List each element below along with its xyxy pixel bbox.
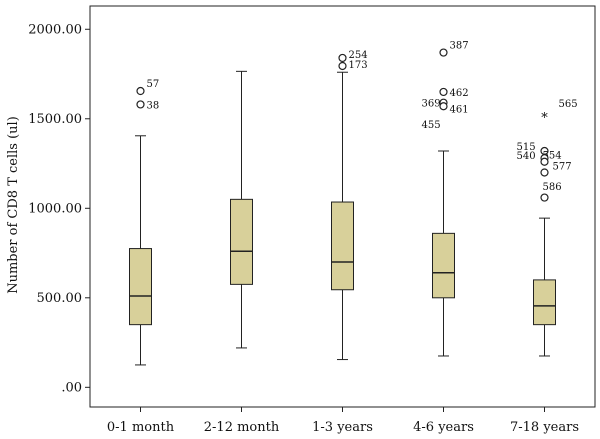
y-axis-label: Number of CD8 T cells (ul) (6, 116, 21, 294)
outlier-label: 57 (147, 79, 160, 90)
outlier-label: 586 (543, 182, 562, 193)
box-4: 387 462 369 461 455 (422, 41, 469, 357)
outlier-label: 387 (450, 41, 469, 52)
iqr-box (129, 248, 152, 326)
outlier-label: 565 (559, 99, 578, 110)
outlier-point (540, 168, 549, 177)
y-tick-label: 1000.00 (28, 201, 82, 216)
y-tick-label: 500.00 (37, 291, 83, 306)
outlier-label: 515 (517, 142, 536, 153)
box-2 (230, 70, 253, 349)
outlier-point (136, 100, 145, 109)
iqr-box (533, 279, 556, 326)
outlier-label: 369 (422, 99, 441, 110)
box-1: 57 38 (129, 79, 160, 366)
extreme-point: * (541, 111, 548, 126)
outlier-point (136, 86, 145, 96)
outlier-label: 173 (349, 60, 368, 71)
iqr-box (331, 201, 354, 291)
outlier-label: 577 (553, 162, 572, 173)
outlier-label: 554 (543, 151, 562, 162)
iqr-box (432, 232, 455, 299)
x-tick-label: 2-12 month (204, 420, 280, 435)
outlier-point (439, 102, 448, 111)
outlier-point (338, 61, 347, 71)
y-tick-label: .00 (61, 380, 82, 395)
x-axis: 0-1 month 2-12 month 1-3 years 4-6 years 7-1… (107, 407, 579, 435)
x-tick-label: 7-18 years (510, 420, 579, 435)
outlier-point (540, 157, 549, 166)
iqr-box (230, 198, 253, 285)
y-tick-label: 2000.00 (28, 22, 82, 37)
x-tick-label: 4-6 years (413, 420, 474, 435)
outlier-point (439, 48, 448, 57)
outlier-point (439, 87, 448, 97)
outlier-point (338, 53, 347, 63)
y-axis: .00 500.00 1000.00 1500.00 2000.00 (28, 22, 90, 395)
y-tick-label: 1500.00 (28, 112, 82, 127)
outlier-label: 38 (147, 100, 160, 111)
outlier-point (540, 193, 549, 202)
x-tick-label: 1-3 years (312, 420, 373, 435)
outlier-label: 254 (349, 50, 368, 61)
outlier-label: 455 (422, 120, 441, 131)
x-tick-label: 0-1 month (107, 420, 175, 435)
box-5: * 565 515 554 540 577 586 (517, 99, 578, 357)
outlier-label: 461 (450, 104, 469, 115)
outlier-label: 540 (517, 151, 536, 162)
outlier-label: 462 (450, 88, 469, 99)
